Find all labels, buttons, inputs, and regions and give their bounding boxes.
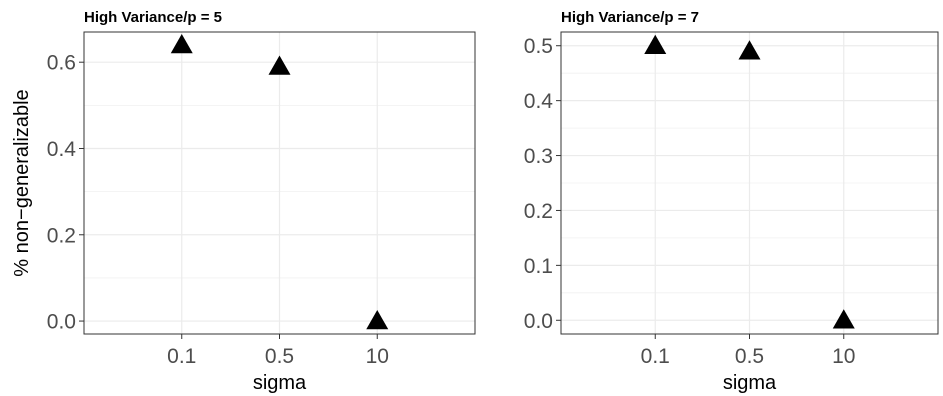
y-tick-label: 0.2 <box>47 224 76 247</box>
y-tick-label: 0.6 <box>47 52 76 75</box>
y-tick-label: 0.2 <box>524 200 553 223</box>
data-point-triangle <box>832 309 855 329</box>
x-tick-label: 0.1 <box>167 345 196 368</box>
x-tick-label: 0.1 <box>641 345 670 368</box>
y-tick-label: 0.3 <box>524 145 553 168</box>
panel-title: High Variance/p = 7 <box>561 9 699 26</box>
y-axis-title: % non−generalizable <box>11 89 33 276</box>
data-point-triangle <box>644 34 667 54</box>
x-tick-label: 10 <box>832 345 855 368</box>
chart-panel-p7: 0.0 0.1 0.2 0.3 0.4 0.5 0.1 0.5 10 High Variance/… <box>524 9 939 394</box>
x-tick-label: 0.5 <box>265 345 294 368</box>
panel-title: High Variance/p = 5 <box>84 9 222 26</box>
data-point-triangle <box>366 310 389 330</box>
x-tick-label: 0.5 <box>735 345 764 368</box>
x-tick-label: 10 <box>366 345 389 368</box>
data-point-triangle <box>170 33 193 54</box>
data-point-triangle <box>738 40 761 60</box>
y-tick-label: 0.1 <box>524 255 553 278</box>
chart-panel-p5: 0.0 0.2 0.4 0.6 0.1 0.5 10 High Variance/p = 5 s… <box>11 9 476 394</box>
y-tick-label: 0.0 <box>47 311 76 334</box>
plot-border <box>560 31 939 335</box>
y-tick-label: 0.5 <box>524 35 553 58</box>
plot-border <box>83 31 476 335</box>
x-axis-title: sigma <box>253 372 307 394</box>
y-tick-label: 0.4 <box>524 90 554 113</box>
y-tick-label: 0.4 <box>47 138 77 161</box>
y-tick-label: 0.0 <box>524 310 553 333</box>
data-point-triangle <box>268 55 291 75</box>
x-axis-title: sigma <box>723 372 777 394</box>
